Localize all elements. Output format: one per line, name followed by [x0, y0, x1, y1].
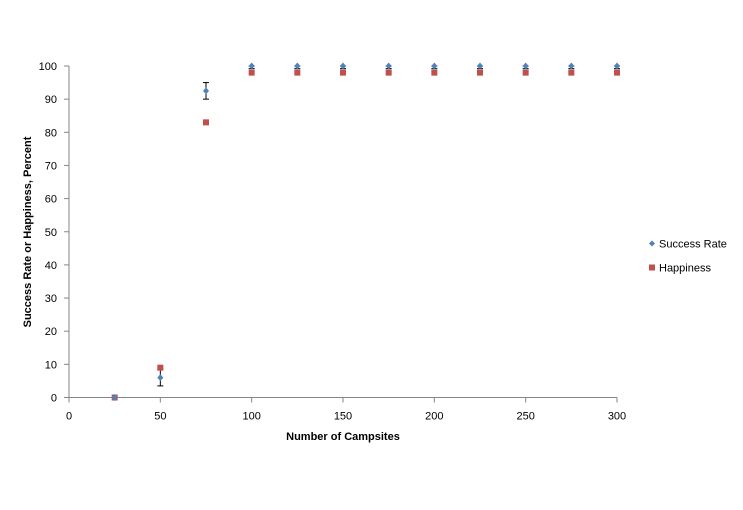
success-rate-series — [111, 62, 620, 401]
y-tick-label: 50 — [45, 227, 57, 239]
happiness-point — [157, 364, 164, 371]
happiness-point — [614, 69, 620, 76]
y-axis: 0 10 20 30 40 50 60 70 80 90 100 — [39, 61, 70, 405]
y-tick-label: 20 — [45, 326, 57, 338]
legend-label-success-rate: Success Rate — [659, 239, 727, 251]
y-axis-title: Success Rate or Happiness, Percent — [22, 136, 34, 327]
success-rate-point — [568, 62, 575, 70]
happiness-point — [203, 119, 209, 126]
y-tick-label: 100 — [39, 61, 57, 73]
error-bars — [157, 65, 620, 387]
success-rate-point — [614, 62, 620, 70]
x-tick-label: 250 — [516, 411, 534, 423]
legend-item-success-rate: Success Rate — [649, 239, 727, 251]
x-tick-label: 150 — [334, 411, 352, 423]
y-tick-label: 90 — [45, 94, 57, 106]
legend-item-happiness: Happiness — [649, 263, 711, 275]
success-rate-point — [248, 62, 255, 70]
y-tick-label: 0 — [51, 393, 57, 405]
happiness-point — [294, 69, 301, 76]
success-rate-point — [157, 374, 164, 382]
success-rate-point — [203, 87, 209, 95]
happiness-point — [431, 69, 438, 76]
x-tick-label: 50 — [154, 411, 166, 423]
happiness-series — [111, 69, 620, 401]
legend-label-happiness: Happiness — [659, 263, 711, 275]
success-rate-point — [385, 62, 392, 70]
y-tick-label: 40 — [45, 260, 57, 272]
happiness-point — [568, 69, 575, 76]
happiness-point — [477, 69, 483, 76]
x-tick-label: 100 — [242, 411, 260, 423]
legend-marker-happiness — [649, 264, 655, 271]
y-tick-label: 80 — [45, 127, 57, 139]
y-tick-label: 10 — [45, 359, 57, 371]
x-axis: 0 50 100 150 200 250 300 — [66, 397, 626, 423]
success-rate-point — [477, 62, 483, 70]
success-rate-point — [340, 62, 346, 70]
legend-marker-success-rate — [649, 240, 655, 247]
success-rate-point — [431, 62, 438, 70]
x-tick-label: 300 — [608, 411, 626, 423]
x-tick-label: 0 — [66, 411, 72, 423]
happiness-point — [385, 69, 392, 76]
success-rate-point — [294, 62, 301, 70]
happiness-point — [340, 69, 346, 76]
success-rate-point — [111, 394, 118, 401]
happiness-point — [522, 69, 529, 76]
legend: Success Rate Happiness — [649, 239, 727, 275]
happiness-point — [248, 69, 255, 76]
success-rate-point — [522, 62, 529, 70]
y-tick-label: 30 — [45, 293, 57, 305]
x-axis-title: Number of Campsites — [286, 431, 400, 443]
y-tick-label: 70 — [45, 160, 57, 172]
x-tick-label: 200 — [425, 411, 443, 423]
y-tick-label: 60 — [45, 194, 57, 206]
